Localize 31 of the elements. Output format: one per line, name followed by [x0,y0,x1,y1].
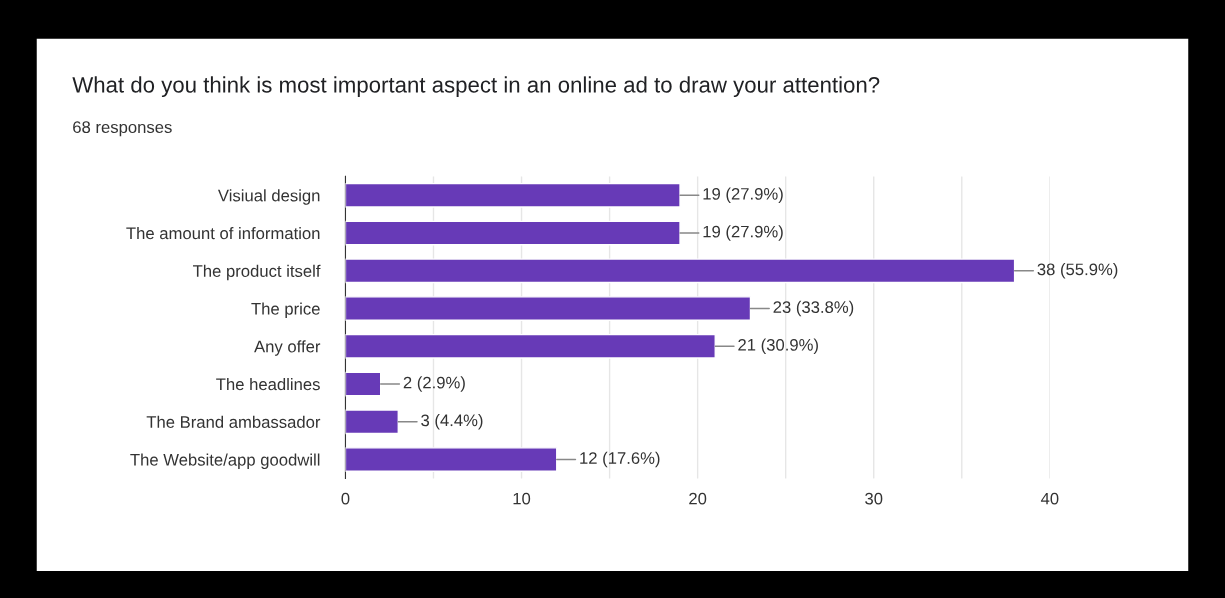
y-tick-label: The headlines [216,377,320,391]
data-label: 3 (4.4%) [421,414,483,430]
bar [345,296,752,321]
bar [345,182,681,208]
x-tick-label: 30 [865,492,883,505]
bar [345,447,558,472]
x-tick-label: 20 [689,492,707,505]
y-tick-label: Visiual design [217,189,320,205]
text: 68 responses [73,121,172,137]
y-tick-label: Any offer [254,340,321,356]
bar [345,333,716,359]
bar [345,371,382,397]
data-label: 19 (27.9%) [703,187,783,204]
chart-title: What do you think is most important aspect in an online ad to draw your attention? [72,76,880,98]
bar [345,258,1016,284]
y-tick-label: The product itself [192,264,321,281]
y-tick-label: The Website/app goodwill [130,453,320,470]
bar [345,220,681,246]
data-label: 21 (30.9%) [738,338,818,355]
x-tick-label: 0 [341,492,350,505]
y-tick-label: The amount of information [126,226,320,240]
data-label: 2 (2.9%) [403,376,465,392]
y-tick-label: The price [251,302,320,319]
data-label: 38 (55.9%) [1037,263,1118,279]
data-label: 19 (27.9%) [703,225,783,241]
x-tick-label: 40 [1040,492,1059,505]
y-tick-label: The Brand ambassador [146,415,321,428]
x-tick-label: 10 [513,492,531,505]
data-label: 12 (17.6%) [580,451,660,468]
data-label: 23 (33.8%) [773,300,854,317]
bar [345,409,399,435]
